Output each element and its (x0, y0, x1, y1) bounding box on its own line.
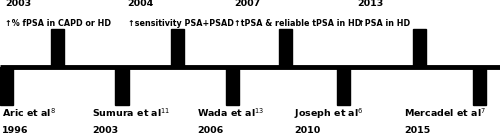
Text: ↑tPSA & reliable tPSA in HD: ↑tPSA & reliable tPSA in HD (234, 19, 362, 28)
Bar (226, 67, 238, 105)
Text: Joseph et al$^{6}$: Joseph et al$^{6}$ (294, 106, 364, 121)
Text: 2010: 2010 (294, 126, 320, 135)
Text: ↑% fPSA in CAPD or HD: ↑% fPSA in CAPD or HD (5, 19, 111, 28)
Bar (280, 29, 292, 67)
Text: ↑sensitivity PSA+PSAD: ↑sensitivity PSA+PSAD (128, 19, 234, 28)
Text: 2003: 2003 (5, 0, 31, 8)
Text: ↑PSA in HD: ↑PSA in HD (358, 19, 410, 28)
Text: 2004: 2004 (128, 0, 154, 8)
Text: Aric et al$^{8}$: Aric et al$^{8}$ (2, 106, 56, 119)
Text: 1996: 1996 (2, 126, 29, 135)
Bar (336, 67, 349, 105)
Text: Wada et al$^{13}$: Wada et al$^{13}$ (197, 106, 264, 119)
Bar (51, 29, 64, 67)
Bar (171, 29, 184, 67)
Text: 2013: 2013 (358, 0, 384, 8)
Text: 2015: 2015 (404, 126, 430, 135)
Bar (0, 67, 12, 105)
Text: 2003: 2003 (92, 126, 118, 135)
Text: Mercadel et al$^{7}$: Mercadel et al$^{7}$ (404, 106, 486, 119)
Text: 2006: 2006 (197, 126, 223, 135)
Bar (472, 67, 486, 105)
Bar (116, 67, 128, 105)
Text: Sumura et al$^{11}$: Sumura et al$^{11}$ (92, 106, 171, 119)
Bar (412, 29, 426, 67)
Text: 2007: 2007 (234, 0, 260, 8)
